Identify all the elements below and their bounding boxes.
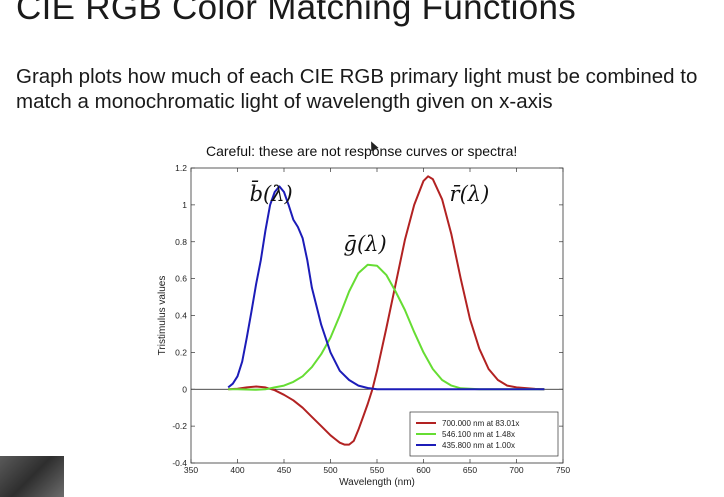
y-axis-label: Tristimulus values: [157, 276, 168, 356]
y-tick-label: 1.2: [175, 163, 187, 173]
legend-entry: 435.800 nm at 1.00x: [442, 441, 515, 450]
x-tick-label: 500: [323, 465, 337, 475]
y-tick-label: 0: [182, 384, 187, 394]
y-tick-label: -0.4: [172, 458, 187, 468]
x-tick-label: 450: [277, 465, 291, 475]
chart-curve-labels: r̄(λ) ḡ(λ) b̄(λ): [250, 181, 490, 256]
y-tick-label: -0.2: [172, 421, 187, 431]
presenter-video-thumbnail[interactable]: [0, 456, 64, 497]
g-bar-label: ḡ(λ): [344, 232, 387, 256]
y-tick-label: 0.8: [175, 237, 187, 247]
blue-curve: [227, 185, 545, 391]
slide-title: CIE RGB Color Matching Functions: [16, 0, 577, 27]
legend-entry: 546.100 nm at 1.48x: [442, 430, 515, 439]
x-tick-label: 700: [509, 465, 523, 475]
y-tick-label: 0.6: [175, 274, 187, 284]
x-tick-label: 350: [184, 465, 198, 475]
chart-caption: Careful: these are not response curves o…: [206, 143, 518, 159]
r-bar-label: r̄(λ): [450, 182, 490, 206]
x-axis-label: Wavelength (nm): [339, 477, 415, 488]
x-tick-label: 400: [230, 465, 244, 475]
y-tick-label: 0.4: [175, 311, 187, 321]
x-tick-label: 650: [463, 465, 477, 475]
b-bar-label: b̄(λ): [250, 181, 293, 207]
x-tick-label: 600: [416, 465, 430, 475]
y-tick-label: 0.2: [175, 347, 187, 357]
slide-body-text: Graph plots how much of each CIE RGB pri…: [16, 65, 698, 113]
y-tick-label: 1: [182, 200, 187, 210]
x-tick-label: 750: [556, 465, 570, 475]
chart-curves: [227, 175, 545, 446]
x-tick-label: 550: [370, 465, 384, 475]
legend-entry: 700.000 nm at 83.01x: [442, 419, 519, 428]
green-curve: [228, 263, 545, 391]
chart-legend: 700.000 nm at 83.01x 546.100 nm at 1.48x 4…: [409, 411, 559, 457]
red-curve: [228, 175, 545, 446]
